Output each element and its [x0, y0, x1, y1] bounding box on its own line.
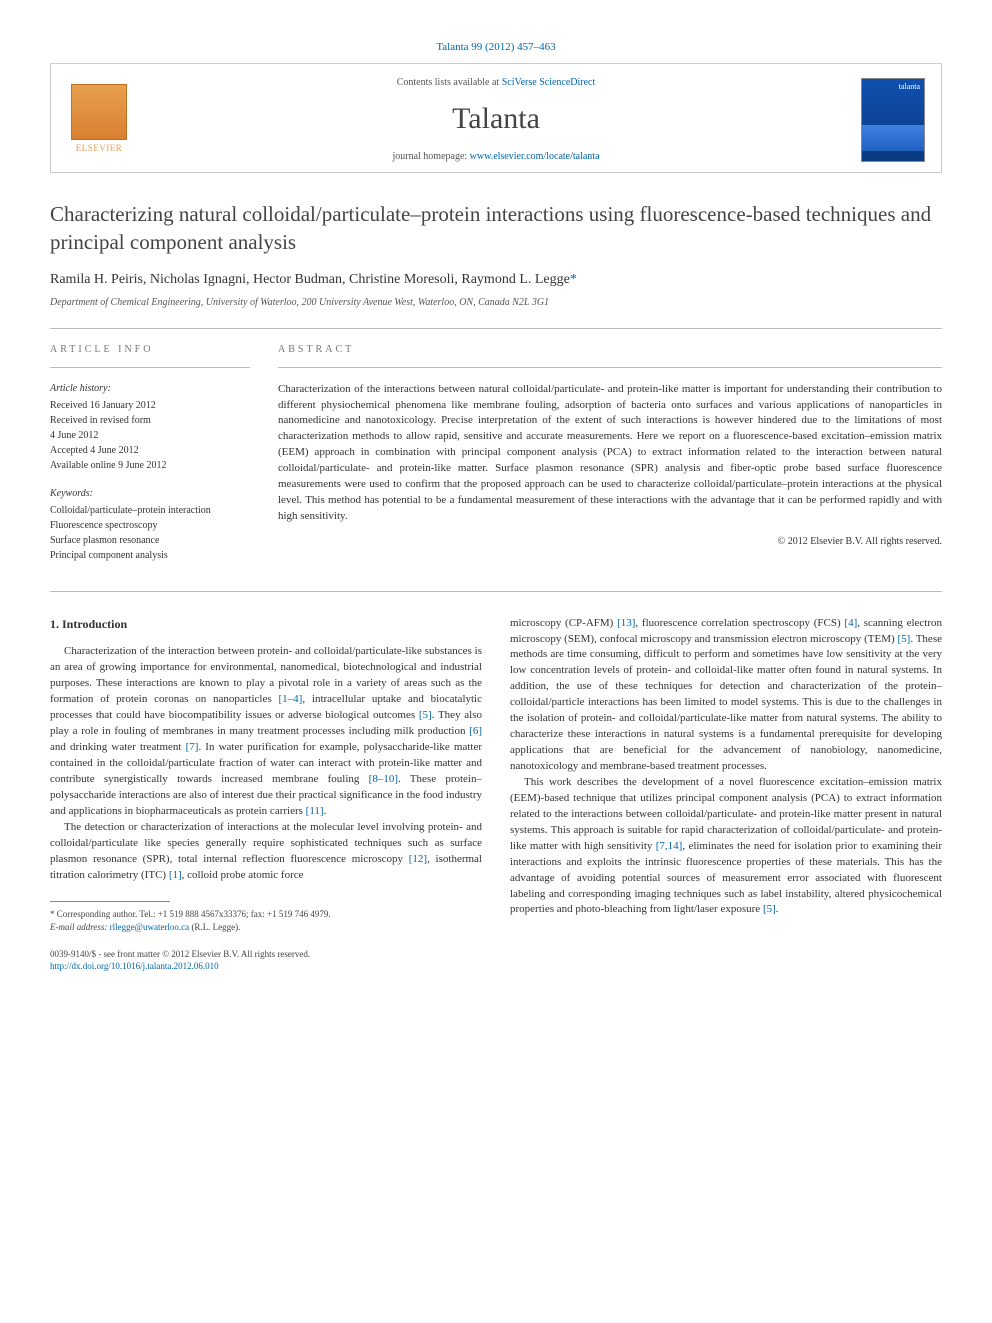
body-columns: 1. Introduction Characterization of the …: [50, 616, 942, 973]
rp2-seg-c: .: [776, 903, 779, 915]
abstract-text: Characterization of the interactions bet…: [278, 382, 942, 525]
article-info-label: article info: [50, 343, 250, 357]
doi-value: 10.1016/j.talanta.2012.06.010: [111, 961, 219, 971]
ref-link-5[interactable]: [5]: [419, 709, 432, 721]
p1-seg-d: and drinking water treatment: [50, 741, 186, 753]
ref-link-1[interactable]: [1]: [169, 869, 182, 881]
homepage-line: journal homepage: www.elsevier.com/locat…: [131, 150, 861, 164]
history-online: Available online 9 June 2012: [50, 458, 250, 473]
publisher-name: ELSEVIER: [76, 142, 123, 155]
history-revised-a: Received in revised form: [50, 413, 250, 428]
intro-para-2-cont: microscopy (CP-AFM) [13], fluorescence c…: [510, 616, 942, 775]
contents-available-line: Contents lists available at SciVerse Sci…: [131, 76, 861, 90]
email-label: E-mail address:: [50, 922, 110, 932]
page-container: Talanta 99 (2012) 457–463 ELSEVIER Conte…: [0, 0, 992, 1013]
ref-link-11[interactable]: [11]: [306, 805, 324, 817]
header-row: ELSEVIER Contents lists available at Sci…: [67, 76, 925, 164]
keyword-1: Colloidal/particulate–protein interactio…: [50, 503, 250, 518]
intro-para-1: Characterization of the interaction betw…: [50, 644, 482, 819]
intro-para-3: This work describes the development of a…: [510, 775, 942, 918]
rp1-seg-b: , fluorescence correlation spectroscopy …: [635, 617, 844, 629]
ref-link-7[interactable]: [7]: [186, 741, 199, 753]
ref-link-6[interactable]: [6]: [469, 725, 482, 737]
corresponding-author-marker[interactable]: *: [570, 272, 577, 287]
history-received: Received 16 January 2012: [50, 398, 250, 413]
affiliation: Department of Chemical Engineering, Univ…: [50, 296, 942, 310]
journal-header-box: ELSEVIER Contents lists available at Sci…: [50, 63, 942, 173]
article-title: Characterizing natural colloidal/particu…: [50, 201, 942, 256]
cover-label: talanta: [862, 79, 924, 94]
header-citation: Talanta 99 (2012) 457–463: [50, 40, 942, 55]
keywords-heading: Keywords:: [50, 487, 250, 501]
abstract-column: abstract Characterization of the interac…: [278, 343, 942, 577]
journal-cover-thumbnail[interactable]: talanta: [861, 78, 925, 162]
body-left-column: 1. Introduction Characterization of the …: [50, 616, 482, 973]
section-heading-introduction: 1. Introduction: [50, 616, 482, 633]
keyword-2: Fluorescence spectroscopy: [50, 518, 250, 533]
history-accepted: Accepted 4 June 2012: [50, 443, 250, 458]
ref-link-7-14[interactable]: [7,14]: [656, 840, 683, 852]
citation-link[interactable]: Talanta 99 (2012) 457–463: [436, 41, 555, 53]
cover-band: [862, 125, 924, 151]
ref-link-13[interactable]: [13]: [617, 617, 635, 629]
ref-link-5b[interactable]: [5]: [898, 633, 911, 645]
email-suffix: (R.L. Legge).: [189, 922, 240, 932]
elsevier-tree-icon: [71, 84, 127, 140]
rp1-seg-a: microscopy (CP-AFM): [510, 617, 617, 629]
keyword-4: Principal component analysis: [50, 548, 250, 563]
email-link[interactable]: rllegge@uwaterloo.ca: [110, 922, 190, 932]
p1-seg-g: .: [324, 805, 327, 817]
abstract-label: abstract: [278, 343, 942, 357]
homepage-link[interactable]: www.elsevier.com/locate/talanta: [470, 151, 600, 162]
contents-prefix: Contents lists available at: [397, 77, 502, 88]
publisher-logo[interactable]: ELSEVIER: [67, 84, 131, 156]
header-center: Contents lists available at SciVerse Sci…: [131, 76, 861, 164]
sciencedirect-link[interactable]: SciVerse ScienceDirect: [502, 77, 596, 88]
info-divider: [50, 367, 250, 368]
history-revised-b: 4 June 2012: [50, 428, 250, 443]
corr-author-line: * Corresponding author. Tel.: +1 519 888…: [50, 908, 482, 921]
ref-link-5c[interactable]: [5]: [763, 903, 776, 915]
bottom-metadata: 0039-9140/$ - see front matter © 2012 El…: [50, 948, 482, 973]
doi-line: http://dx.doi.org/10.1016/j.talanta.2012…: [50, 960, 482, 973]
ref-link-12[interactable]: [12]: [409, 853, 427, 865]
authors-text: Ramila H. Peiris, Nicholas Ignagni, Hect…: [50, 272, 570, 287]
ref-link-1-4[interactable]: [1–4]: [278, 693, 302, 705]
abstract-divider: [278, 367, 942, 368]
keyword-3: Surface plasmon resonance: [50, 533, 250, 548]
email-line: E-mail address: rllegge@uwaterloo.ca (R.…: [50, 921, 482, 934]
footnote-separator: [50, 901, 170, 902]
doi-prefix: http://dx.doi.org/: [50, 961, 111, 971]
homepage-prefix: journal homepage:: [392, 151, 469, 162]
body-right-column: microscopy (CP-AFM) [13], fluorescence c…: [510, 616, 942, 973]
journal-name: Talanta: [131, 98, 861, 140]
keywords-block: Keywords: Colloidal/particulate–protein …: [50, 487, 250, 563]
history-heading: Article history:: [50, 382, 250, 396]
article-history-block: Article history: Received 16 January 201…: [50, 382, 250, 473]
divider-bottom: [50, 591, 942, 592]
issn-copyright-line: 0039-9140/$ - see front matter © 2012 El…: [50, 948, 482, 961]
intro-para-2: The detection or characterization of int…: [50, 820, 482, 884]
rp1-seg-d: . These methods are time consuming, diff…: [510, 633, 942, 773]
doi-link[interactable]: http://dx.doi.org/10.1016/j.talanta.2012…: [50, 961, 219, 971]
p2-seg-c: , colloid probe atomic force: [182, 869, 304, 881]
corresponding-author-footnote: * Corresponding author. Tel.: +1 519 888…: [50, 908, 482, 933]
article-info-column: article info Article history: Received 1…: [50, 343, 250, 577]
ref-link-8-10[interactable]: [8–10]: [369, 773, 398, 785]
ref-link-4[interactable]: [4]: [844, 617, 857, 629]
divider-top: [50, 328, 942, 329]
authors-line: Ramila H. Peiris, Nicholas Ignagni, Hect…: [50, 270, 942, 290]
info-abstract-row: article info Article history: Received 1…: [50, 343, 942, 577]
abstract-copyright: © 2012 Elsevier B.V. All rights reserved…: [278, 535, 942, 549]
